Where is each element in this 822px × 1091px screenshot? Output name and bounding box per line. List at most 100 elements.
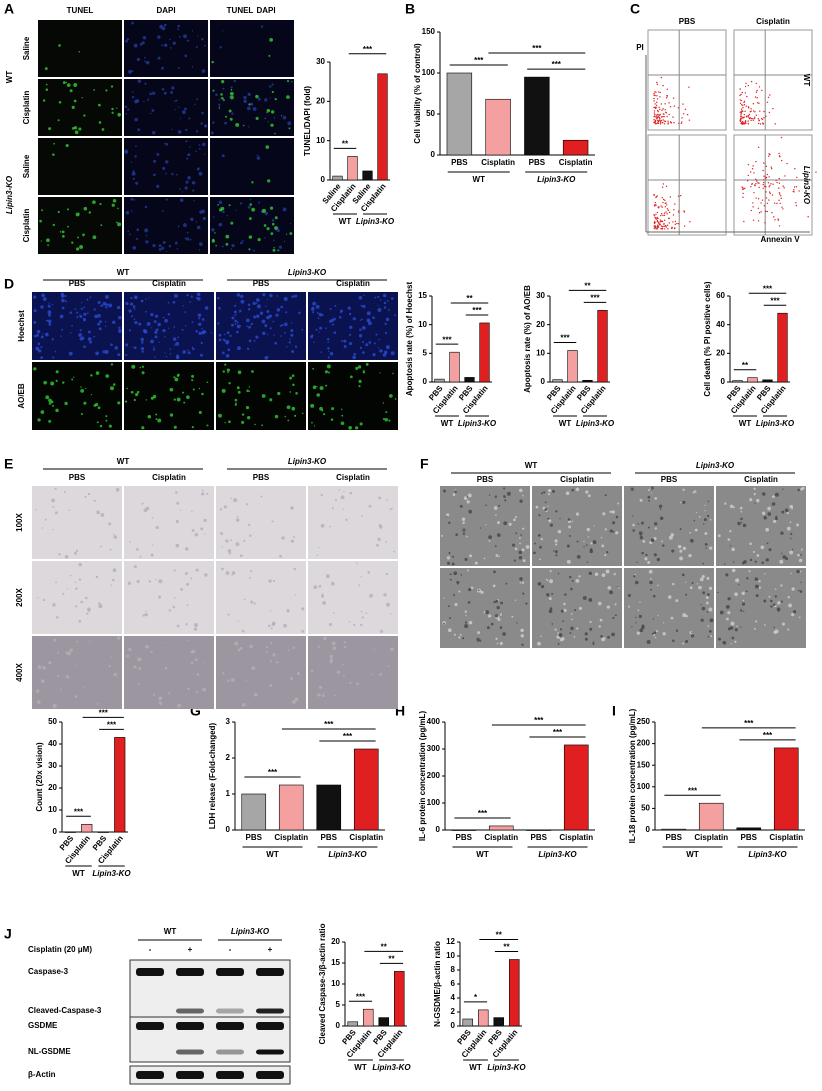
cell: [327, 341, 330, 343]
cell: [145, 240, 149, 244]
cell: [767, 506, 771, 511]
cell: [285, 345, 288, 348]
cell: [348, 342, 353, 346]
cell: [462, 532, 466, 535]
cell: [654, 522, 658, 526]
event: [776, 181, 778, 184]
cell: [221, 80, 225, 84]
cell: [240, 241, 243, 245]
label: J: [4, 926, 12, 942]
event: [653, 215, 656, 217]
cell: [128, 647, 132, 652]
cell: [179, 509, 181, 511]
cell: [727, 611, 731, 615]
cell: [257, 97, 261, 101]
group-label: WT: [473, 175, 486, 184]
event: [752, 103, 755, 105]
cell: [520, 534, 522, 536]
cell: [180, 587, 183, 591]
cell: [467, 601, 471, 604]
significance: ***: [472, 306, 482, 315]
event: [755, 82, 757, 85]
cell: [781, 552, 783, 554]
cell: [163, 142, 166, 145]
event: [750, 119, 752, 122]
cell: [457, 583, 459, 585]
cell: [80, 600, 84, 604]
cell: [155, 328, 159, 332]
cell: [99, 424, 103, 428]
cell: [796, 523, 799, 527]
cell: [201, 318, 205, 321]
label: Cisplatin: [22, 90, 31, 124]
event: [671, 226, 673, 229]
cell: [93, 89, 96, 91]
cell: [248, 523, 251, 527]
cell: [512, 543, 516, 547]
bar: [332, 175, 343, 181]
cell: [273, 334, 275, 336]
event: [765, 197, 768, 199]
cell: [266, 355, 269, 358]
bar: [698, 802, 724, 831]
label: PBS: [679, 17, 696, 26]
cell: [286, 609, 290, 613]
cell: [746, 577, 749, 580]
micrograph: [32, 636, 122, 709]
event: [742, 187, 744, 189]
event: [746, 115, 748, 118]
event: [744, 187, 746, 190]
group-label: WT: [559, 419, 572, 428]
group-label: Lipin3-KO: [92, 869, 131, 878]
cell: [554, 539, 558, 543]
cell: [798, 616, 801, 619]
cell: [641, 551, 644, 555]
cell: [563, 602, 566, 606]
cell: [797, 589, 800, 592]
cell: [500, 601, 503, 605]
cell: [488, 494, 491, 496]
event: [659, 123, 662, 125]
cell: [97, 301, 101, 305]
cell: [75, 605, 78, 608]
flow-plot: [733, 134, 813, 236]
event: [654, 91, 656, 93]
event: [747, 120, 749, 122]
event: [745, 105, 747, 107]
cell: [55, 581, 57, 584]
cell: [374, 296, 377, 299]
cell: [675, 629, 679, 632]
cell: [291, 406, 296, 411]
cell: [777, 610, 780, 612]
cell: [394, 398, 397, 400]
cell: [639, 534, 642, 536]
cell: [548, 597, 552, 601]
cell: [227, 371, 229, 374]
event: [660, 121, 662, 124]
cell: [455, 533, 459, 536]
event: [782, 185, 784, 187]
cell: [206, 381, 209, 384]
cell: [142, 35, 147, 40]
event: [673, 121, 675, 124]
bar: [747, 377, 758, 383]
cell: [518, 537, 521, 539]
event: [678, 211, 680, 213]
cell: [266, 651, 268, 654]
cell: [707, 635, 710, 638]
cell: [143, 56, 146, 59]
cell: [198, 331, 202, 335]
cell: [446, 515, 448, 518]
cell: [773, 626, 775, 629]
cell: [311, 307, 315, 311]
cell: [230, 248, 233, 250]
group-label: WT: [476, 850, 489, 859]
cell: [696, 583, 699, 585]
cell: [724, 563, 726, 565]
cell: [368, 504, 372, 508]
cell: [175, 543, 180, 548]
event: [762, 123, 764, 125]
event: [740, 121, 743, 124]
cell: [233, 79, 236, 83]
cell: [256, 156, 261, 160]
